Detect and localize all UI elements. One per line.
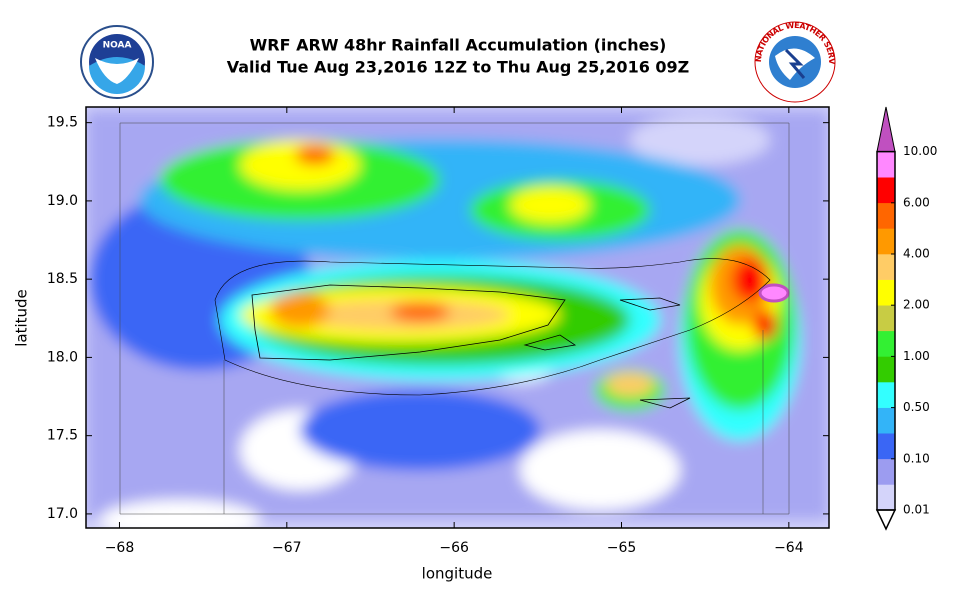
- colorbar-segment: [877, 433, 895, 460]
- y-tick-label: 18.5: [47, 271, 78, 287]
- colorbar-segment: [877, 254, 895, 280]
- rainfall-field: [86, 107, 829, 528]
- colorbar-segment: [877, 279, 895, 306]
- plot-frame: [85, 106, 830, 529]
- colorbar-label: 1.00: [903, 349, 930, 363]
- noaa-logo: NOAA: [80, 25, 154, 99]
- x-tick-label: −67: [272, 540, 302, 556]
- subtitle: Valid Tue Aug 23,2016 12Z to Thu Aug 25,…: [227, 58, 690, 77]
- colorbar-frame: [876, 150, 896, 511]
- x-tick-label: −66: [439, 540, 469, 556]
- y-tick-label: 17.0: [47, 506, 78, 522]
- y-axis-label: latitude: [13, 289, 31, 347]
- colorbar-extend-top: [876, 106, 896, 153]
- colorbar-segment: [877, 228, 895, 255]
- colorbar-segment: [877, 330, 895, 357]
- colorbar-segment: [877, 484, 895, 511]
- x-axis-label: longitude: [422, 565, 493, 583]
- x-tick-label: −64: [774, 540, 804, 556]
- colorbar-segment: [877, 151, 895, 178]
- x-tick-label: −65: [607, 540, 637, 556]
- colorbar-label: 4.00: [903, 247, 930, 261]
- title: WRF ARW 48hr Rainfall Accumulation (inch…: [250, 36, 667, 55]
- y-tick-label: 19.0: [47, 193, 78, 209]
- colorbar-label: 0.50: [903, 400, 930, 414]
- colorbar-label: 6.00: [903, 195, 930, 209]
- colorbar-extend-bottom: [875, 509, 897, 531]
- colorbar-segment: [877, 382, 895, 408]
- noaa-text: NOAA: [103, 41, 132, 51]
- colorbar-label: 2.00: [903, 298, 930, 312]
- colorbar-segment: [877, 305, 895, 332]
- colorbar-label: 0.10: [903, 451, 930, 465]
- colorbar-label: 10.00: [903, 144, 937, 158]
- y-tick-label: 18.0: [47, 349, 78, 365]
- colorbar-segment: [877, 356, 895, 383]
- colorbar: 0.01 0.10 0.50 1.00 2.00 4.00 6.00 10.00: [875, 106, 937, 531]
- colorbar-segment: [877, 177, 895, 204]
- y-tick-label: 19.5: [47, 115, 78, 131]
- x-tick-label: −68: [105, 540, 135, 556]
- y-tick-label: 17.5: [47, 428, 78, 444]
- colorbar-segment: [877, 458, 895, 485]
- colorbar-label: 0.01: [903, 503, 930, 517]
- colorbar-segment: [877, 202, 895, 229]
- colorbar-segment: [877, 407, 895, 434]
